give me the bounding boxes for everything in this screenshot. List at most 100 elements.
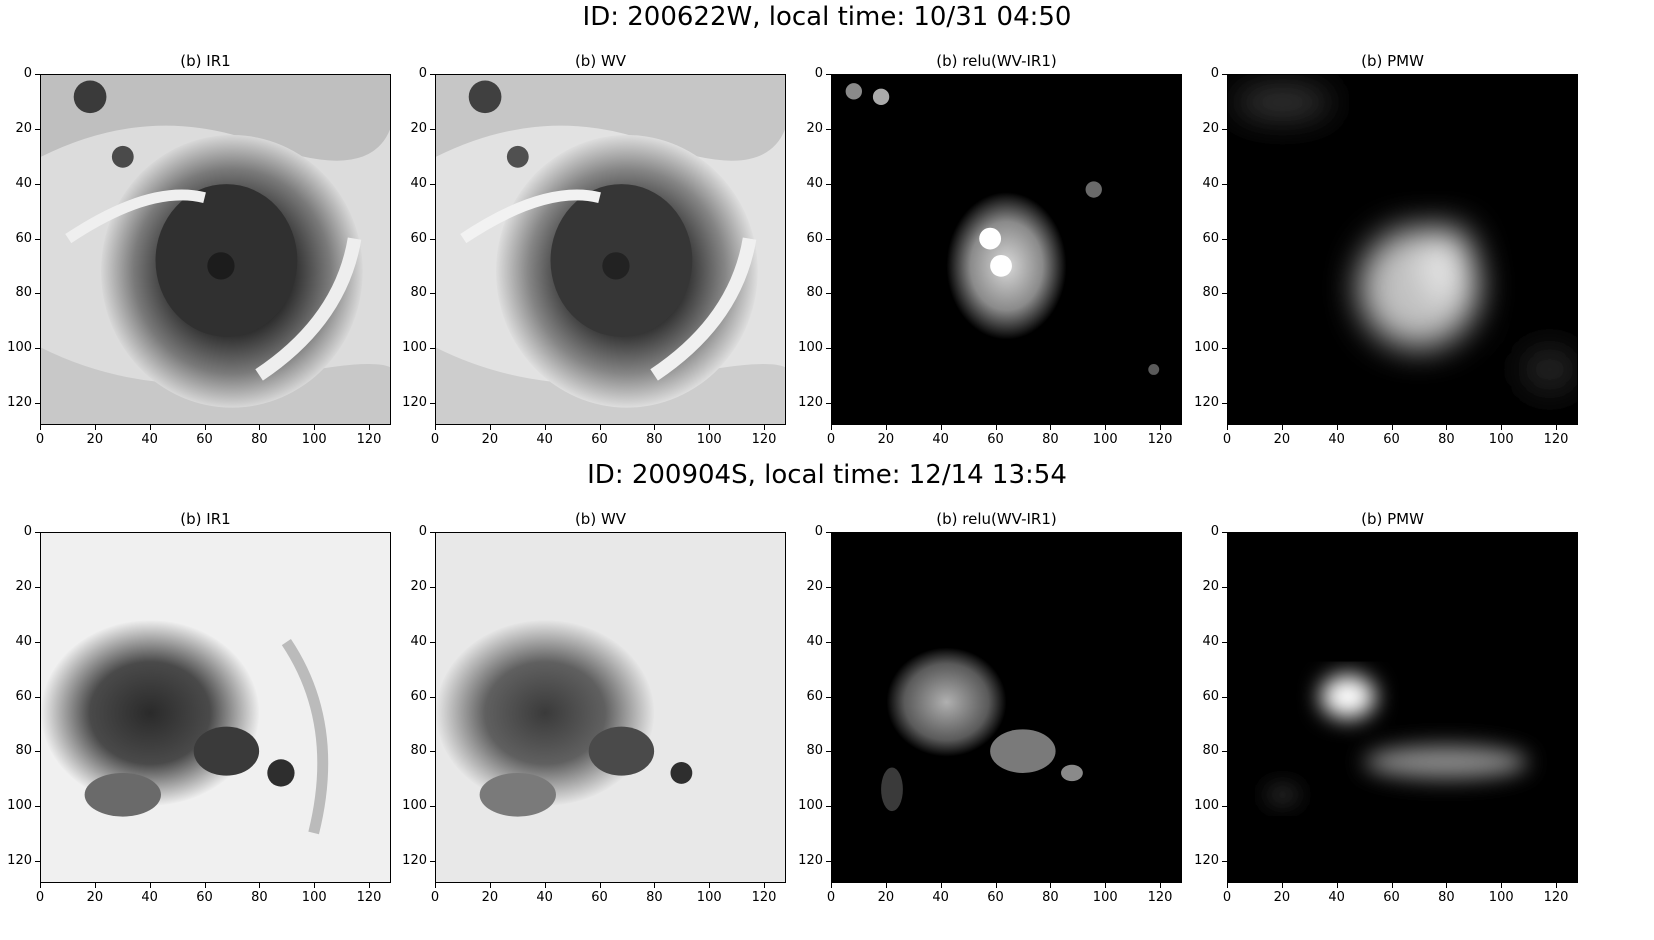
x-tick-mark <box>544 425 546 430</box>
panel-2-4-title: (b) PMW <box>1361 510 1424 528</box>
x-tick-label: 0 <box>826 432 836 447</box>
y-tick-mark <box>35 641 40 643</box>
x-tick-mark <box>149 425 151 430</box>
x-tick-label: 40 <box>141 432 158 447</box>
y-tick-mark <box>430 348 435 350</box>
y-tick-label: 40 <box>1202 633 1219 649</box>
y-tick-mark <box>826 74 831 75</box>
y-tick-mark <box>1222 696 1227 698</box>
y-tick-mark <box>35 74 40 75</box>
y-tick-label: 100 <box>7 798 32 814</box>
y-tick-label: 100 <box>402 798 427 814</box>
x-tick-mark <box>709 425 711 430</box>
x-tick-mark <box>314 425 316 430</box>
x-tick-label: 40 <box>1328 890 1345 905</box>
x-tick-mark <box>1050 883 1052 888</box>
panel-2-3-title: (b) relu(WV-IR1) <box>936 510 1057 528</box>
y-tick-mark <box>430 586 435 588</box>
y-tick-label: 80 <box>15 285 32 301</box>
panel-1-4-image <box>1227 74 1578 425</box>
x-tick-label: 120 <box>1543 890 1569 905</box>
x-tick-label: 80 <box>646 432 663 447</box>
x-tick-mark <box>654 425 656 430</box>
y-tick-mark <box>826 128 831 130</box>
x-tick-label: 40 <box>1328 432 1345 447</box>
y-tick-label: 60 <box>806 688 823 704</box>
y-tick-mark <box>826 532 831 533</box>
x-tick-mark <box>94 883 96 888</box>
x-tick-label: 100 <box>696 890 722 905</box>
x-tick-label: 20 <box>1273 432 1291 447</box>
y-tick-label: 60 <box>15 688 32 704</box>
x-tick-mark <box>1336 883 1338 888</box>
x-tick-label: 20 <box>877 432 895 447</box>
y-tick-mark <box>430 293 435 295</box>
panel-1-2-title: (b) WV <box>574 52 627 70</box>
y-tick-label: 20 <box>1202 578 1219 594</box>
y-tick-label: 0 <box>23 524 32 539</box>
x-tick-mark <box>1227 883 1228 888</box>
x-tick-label: 100 <box>301 890 327 905</box>
y-tick-mark <box>826 641 831 643</box>
y-tick-mark <box>826 751 831 753</box>
x-tick-label: 100 <box>1092 890 1118 905</box>
row-1-title: ID: 200622W, local time: 10/31 04:50 <box>582 2 1072 32</box>
y-tick-label: 100 <box>1194 798 1219 814</box>
x-tick-label: 0 <box>35 890 45 905</box>
y-tick-mark <box>1222 532 1227 533</box>
y-tick-mark <box>1222 806 1227 808</box>
x-tick-label: 120 <box>1147 890 1173 905</box>
y-tick-mark <box>826 293 831 295</box>
x-tick-label: 80 <box>1042 432 1059 447</box>
y-tick-label: 20 <box>806 120 823 136</box>
x-tick-label: 80 <box>1438 890 1455 905</box>
y-tick-label: 40 <box>1202 175 1219 191</box>
x-tick-mark <box>489 883 491 888</box>
y-tick-label: 20 <box>15 120 32 136</box>
x-tick-label: 80 <box>1438 432 1455 447</box>
x-tick-label: 100 <box>301 432 327 447</box>
y-tick-label: 0 <box>418 66 427 81</box>
x-tick-label: 20 <box>1273 890 1291 905</box>
x-tick-label: 20 <box>481 432 499 447</box>
y-tick-mark <box>430 403 435 405</box>
x-tick-mark <box>435 883 436 888</box>
x-tick-mark <box>709 883 711 888</box>
x-tick-mark <box>435 425 436 430</box>
x-tick-mark <box>764 883 766 888</box>
y-tick-mark <box>1222 641 1227 643</box>
y-tick-label: 80 <box>410 743 427 759</box>
y-tick-label: 100 <box>7 340 32 356</box>
y-tick-label: 0 <box>1210 524 1219 539</box>
y-tick-mark <box>35 696 40 698</box>
x-tick-label: 60 <box>987 432 1004 447</box>
panel-2-2-image <box>435 532 786 883</box>
y-tick-label: 120 <box>7 395 32 411</box>
x-tick-mark <box>1501 425 1503 430</box>
y-tick-mark <box>430 861 435 863</box>
y-tick-mark <box>35 238 40 240</box>
x-tick-label: 60 <box>1383 432 1400 447</box>
x-tick-label: 80 <box>1042 890 1059 905</box>
y-tick-mark <box>826 806 831 808</box>
y-tick-label: 120 <box>1194 395 1219 411</box>
y-tick-label: 120 <box>1194 853 1219 869</box>
y-tick-mark <box>826 586 831 588</box>
x-tick-mark <box>1556 883 1558 888</box>
y-tick-label: 60 <box>1202 688 1219 704</box>
x-tick-mark <box>885 883 887 888</box>
x-tick-mark <box>1556 425 1558 430</box>
x-tick-mark <box>831 425 832 430</box>
x-tick-label: 60 <box>196 432 213 447</box>
x-tick-label: 0 <box>1222 432 1232 447</box>
x-tick-mark <box>1391 883 1393 888</box>
x-tick-label: 0 <box>430 890 440 905</box>
x-tick-label: 40 <box>932 432 949 447</box>
x-tick-mark <box>654 883 656 888</box>
y-tick-mark <box>1222 74 1227 75</box>
y-tick-label: 100 <box>402 340 427 356</box>
y-tick-label: 20 <box>410 120 427 136</box>
x-tick-mark <box>1391 425 1393 430</box>
y-tick-mark <box>35 806 40 808</box>
y-tick-mark <box>826 696 831 698</box>
